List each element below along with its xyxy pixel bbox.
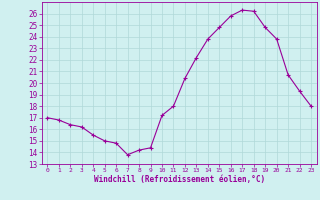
X-axis label: Windchill (Refroidissement éolien,°C): Windchill (Refroidissement éolien,°C) xyxy=(94,175,265,184)
